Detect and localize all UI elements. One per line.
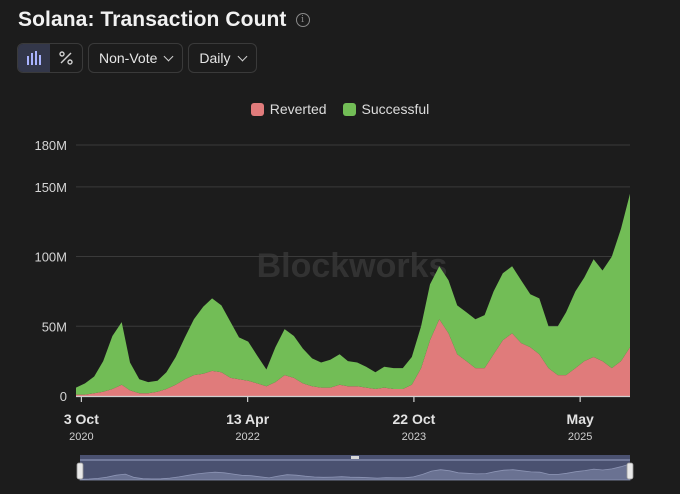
y-tick-label: 150M	[34, 180, 67, 195]
x-tick-label: May	[567, 411, 594, 427]
x-tick-year: 2020	[69, 431, 93, 443]
x-tick-year: 2022	[235, 431, 259, 443]
interval-value: Daily	[199, 50, 231, 66]
legend-label-successful: Successful	[361, 101, 430, 117]
legend-item-reverted[interactable]: Reverted	[250, 101, 327, 117]
chart-legend: Reverted Successful	[0, 101, 680, 117]
page-title: Solana: Transaction Count	[18, 8, 287, 31]
series-area-successful	[76, 193, 630, 395]
navigator-grip-icon[interactable]	[351, 456, 359, 459]
series-areas	[76, 193, 630, 398]
transaction-type-value: Non-Vote	[99, 50, 158, 66]
grid-lines	[76, 144, 630, 397]
x-tick-label: 13 Apr	[226, 411, 270, 427]
x-axis-ticks: 3 Oct 2020 13 Apr 2022 22 Oct 2023 May 2025	[64, 396, 594, 443]
chart-mode-toggle	[17, 43, 83, 73]
x-tick-year: 2025	[568, 431, 592, 443]
transaction-type-select[interactable]: Non-Vote	[88, 43, 184, 73]
legend-label-reverted: Reverted	[269, 101, 327, 117]
navigator-selection[interactable]	[80, 455, 630, 480]
range-navigator	[76, 455, 634, 481]
y-tick-label: 0	[60, 389, 67, 404]
y-tick-label: 50M	[42, 319, 67, 334]
legend-item-successful[interactable]: Successful	[342, 101, 430, 117]
x-tick-year: 2023	[402, 431, 426, 443]
y-tick-label: 180M	[34, 138, 67, 153]
navigator-series	[79, 463, 631, 481]
bar-chart-icon[interactable]	[18, 44, 50, 72]
watermark: Blockworks	[257, 247, 448, 285]
x-tick-label: 3 Oct	[64, 411, 99, 427]
interval-select[interactable]: Daily	[188, 43, 257, 73]
y-axis-ticks: 0 50M 100M 150M 180M	[34, 138, 67, 404]
info-icon[interactable]: i	[295, 13, 310, 27]
legend-swatch-reverted	[250, 102, 264, 116]
percent-icon[interactable]	[50, 44, 82, 72]
y-tick-label: 100M	[34, 250, 67, 265]
navigator-handle[interactable]	[76, 462, 84, 480]
navigator-handle[interactable]	[626, 462, 634, 480]
chevron-down-icon	[237, 51, 247, 61]
chart-controls: Non-Vote Daily	[17, 43, 257, 73]
title-row: Solana: Transaction Count i	[18, 8, 310, 32]
legend-swatch-successful	[342, 102, 356, 116]
series-area-reverted	[76, 319, 630, 396]
chevron-down-icon	[163, 51, 174, 61]
x-tick-label: 22 Oct	[392, 411, 435, 427]
